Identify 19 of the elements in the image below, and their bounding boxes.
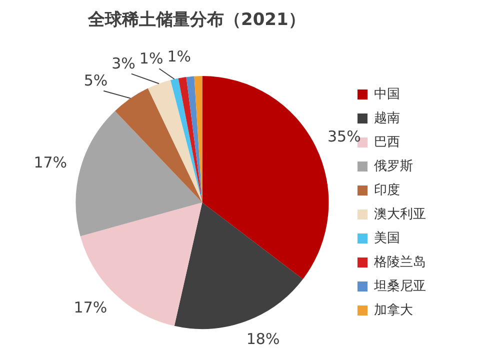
data-label: 3%	[112, 54, 136, 73]
legend-label: 越南	[374, 110, 400, 126]
legend-label: 美国	[374, 230, 400, 246]
data-label: 1%	[167, 48, 191, 66]
data-label: 17%	[74, 298, 108, 316]
data-label: 5%	[84, 72, 108, 90]
legend-label: 加拿大	[374, 302, 413, 318]
chart-title: 全球稀土储量分布（2021）	[88, 9, 306, 31]
legend-label: 格陵兰岛	[373, 254, 426, 270]
data-label: 17%	[34, 153, 68, 172]
legend-label: 俄罗斯	[374, 158, 413, 174]
legend-label: 澳大利亚	[374, 206, 426, 222]
legend-label: 巴西	[374, 134, 400, 150]
data-label: 1%	[139, 49, 164, 68]
legend-label: 印度	[374, 182, 400, 198]
legend-label: 中国	[374, 86, 400, 102]
data-label: 18%	[246, 330, 280, 348]
data-label: 35%	[328, 127, 361, 146]
legend-label: 坦桑尼亚	[373, 278, 426, 294]
